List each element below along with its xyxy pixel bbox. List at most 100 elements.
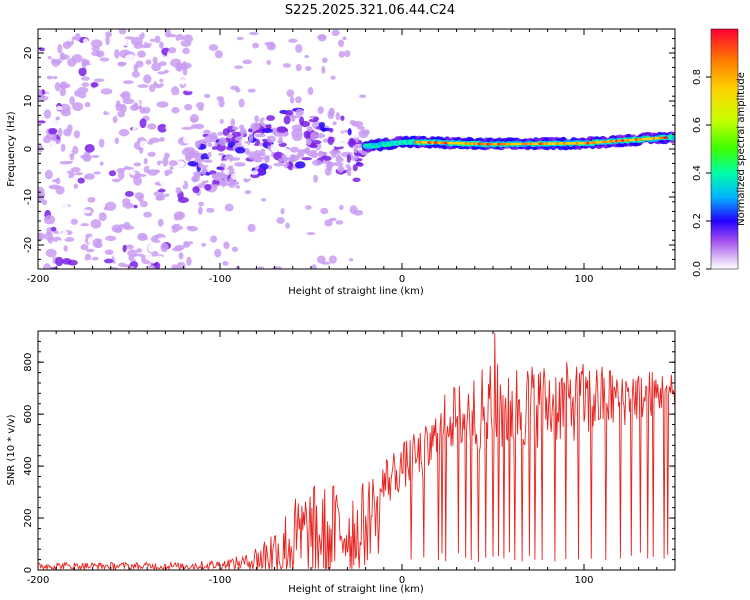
snr-background xyxy=(38,331,675,570)
heatmap-cell xyxy=(168,160,178,167)
heatmap-cell xyxy=(260,198,267,202)
heatmap-cell xyxy=(173,119,183,126)
heatmap-cell xyxy=(175,180,185,186)
heatmap-cell xyxy=(170,58,182,68)
heatmap-cell xyxy=(145,252,153,261)
heatmap-cell xyxy=(108,211,115,219)
heatmap-cell xyxy=(46,75,53,80)
heatmap-cell xyxy=(69,96,75,106)
heatmap-x-ticks: -200 -100 0 100 xyxy=(27,29,676,285)
heatmap-cell xyxy=(50,226,57,232)
heatmap-cell xyxy=(112,115,118,124)
snr-x-ticks: -200 -100 0 100 xyxy=(27,331,676,586)
y-tick-label: 0 xyxy=(23,146,34,152)
heatmap-cell xyxy=(98,138,105,148)
heatmap-cell xyxy=(254,133,266,138)
heatmap-cell xyxy=(250,122,261,131)
heatmap-cell xyxy=(131,70,140,78)
heatmap-cell xyxy=(174,75,181,82)
heatmap-cell xyxy=(234,65,243,70)
heatmap-cell xyxy=(91,256,99,261)
heatmap-cell xyxy=(157,123,168,133)
heatmap-cell xyxy=(238,124,245,130)
heatmap-cell xyxy=(165,123,178,132)
heatmap-cell xyxy=(137,173,147,177)
heatmap-cell xyxy=(297,149,306,155)
heatmap-cell xyxy=(55,105,63,111)
heatmap-cell xyxy=(43,109,52,119)
heatmap-cell xyxy=(40,77,50,82)
heatmap-cell xyxy=(81,82,90,87)
heatmap-cell xyxy=(270,143,279,153)
heatmap-cell xyxy=(38,165,48,169)
heatmap-cell xyxy=(98,147,105,155)
heatmap-cell xyxy=(186,256,192,266)
heatmap-cell xyxy=(144,227,151,235)
heatmap-cell xyxy=(356,162,364,167)
heatmap-cell xyxy=(310,139,322,145)
heatmap-cell xyxy=(83,192,94,198)
heatmap-cell xyxy=(156,101,169,108)
heatmap-cell xyxy=(193,158,206,163)
heatmap-cell xyxy=(266,135,276,143)
heatmap-cell xyxy=(150,235,162,243)
heatmap-cell xyxy=(162,156,169,167)
heatmap-cell xyxy=(80,243,89,251)
heatmap-cell xyxy=(43,214,56,225)
heatmap-cell xyxy=(307,87,314,96)
heatmap-cell xyxy=(288,38,298,43)
heatmap-cell xyxy=(171,86,180,96)
heatmap-cell xyxy=(171,107,180,114)
heatmap-cell xyxy=(671,135,675,141)
heatmap-cell xyxy=(145,59,152,65)
heatmap-cell xyxy=(90,82,99,88)
heatmap-cell xyxy=(66,34,73,42)
heatmap-cell xyxy=(77,86,89,94)
heatmap-cell xyxy=(218,137,227,146)
heatmap-cell xyxy=(159,78,164,83)
heatmap-cell xyxy=(282,63,291,68)
heatmap-cell xyxy=(105,35,110,46)
heatmap-cell xyxy=(278,158,283,164)
heatmap-cell xyxy=(230,118,236,128)
heatmap-cell xyxy=(265,155,271,161)
colorbar-tick-label: 0.6 xyxy=(692,117,703,133)
heatmap-cell xyxy=(335,156,344,163)
heatmap-cell xyxy=(67,124,73,132)
heatmap-cell xyxy=(94,177,104,186)
heatmap-cell xyxy=(151,62,162,72)
heatmap-cell xyxy=(295,108,304,117)
heatmap-cell xyxy=(38,232,43,242)
heatmap-cell xyxy=(295,43,303,53)
heatmap-cell xyxy=(60,109,72,117)
heatmap-cell xyxy=(147,123,157,130)
heatmap-cell xyxy=(152,56,158,64)
heatmap-cell xyxy=(214,50,223,59)
heatmap-cell xyxy=(38,108,41,113)
heatmap-cell xyxy=(172,177,178,182)
heatmap-cell xyxy=(43,93,53,97)
heatmap-cell xyxy=(349,155,359,161)
heatmap-cell xyxy=(148,198,155,207)
heatmap-cell xyxy=(127,112,134,118)
heatmap-cell xyxy=(316,133,326,139)
heatmap-cell xyxy=(47,55,52,60)
heatmap-cell xyxy=(210,235,218,243)
heatmap-cell xyxy=(306,232,316,236)
heatmap-cell xyxy=(174,244,186,250)
heatmap-cell xyxy=(149,38,157,42)
heatmap-cell xyxy=(261,128,273,134)
heatmap-cell xyxy=(230,173,242,181)
heatmap-cell xyxy=(111,178,122,183)
heatmap-cell xyxy=(38,144,43,153)
heatmap-cell xyxy=(55,116,61,121)
heatmap-cell xyxy=(228,155,234,162)
heatmap-cell xyxy=(347,128,352,136)
heatmap-cell xyxy=(164,90,172,96)
y-tick-label: 600 xyxy=(23,405,34,424)
heatmap-cell xyxy=(243,247,254,255)
heatmap-cell xyxy=(139,140,148,149)
heatmap-cell xyxy=(91,154,100,158)
heatmap-cell xyxy=(42,199,48,206)
heatmap-cell xyxy=(340,115,345,121)
